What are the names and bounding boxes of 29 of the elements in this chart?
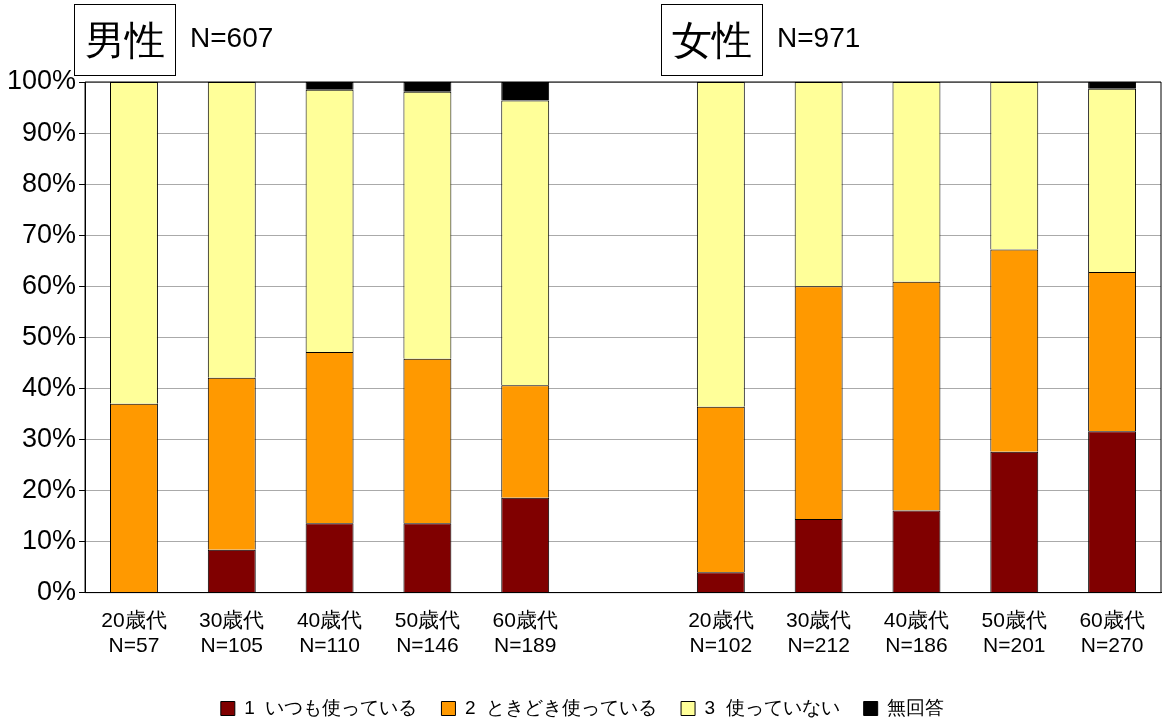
x-tick-label: 30歳代 N=212 bbox=[785, 608, 852, 657]
x-tick-label: 50歳代 N=146 bbox=[394, 608, 461, 657]
x-tick-label: 40歳代 N=186 bbox=[883, 608, 950, 657]
text: 女性 bbox=[660, 4, 763, 76]
x-tick-label: 60歳代 N=189 bbox=[492, 608, 558, 657]
y-tick-label: 20% bbox=[22, 473, 77, 504]
y-tick-label: 100% bbox=[6, 65, 77, 96]
y-tick-label: 40% bbox=[22, 371, 77, 402]
text: N=971 bbox=[777, 22, 861, 54]
y-tick-label: 50% bbox=[22, 320, 77, 351]
x-tick-label: 20歳代 N=57 bbox=[101, 608, 167, 657]
x-tick-label: 50歳代 N=201 bbox=[981, 608, 1047, 657]
y-tick-label: 70% bbox=[22, 218, 77, 249]
y-tick-label: 0% bbox=[37, 576, 77, 607]
text: 男性 bbox=[84, 17, 165, 63]
legend-label: 2 ときどき使っている bbox=[464, 696, 658, 718]
y-tick-label: 90% bbox=[22, 116, 77, 147]
legend-label: 1 いつも使っている bbox=[244, 696, 418, 718]
x-tick-label: 40歳代 N=110 bbox=[296, 608, 363, 657]
x-tick-label: 30歳代 N=105 bbox=[199, 608, 265, 657]
y-tick-label: 10% bbox=[22, 524, 77, 555]
text: N=607 bbox=[190, 22, 274, 54]
y-tick-label: 30% bbox=[22, 422, 77, 453]
y-tick-label: 80% bbox=[22, 167, 77, 198]
legend-label: 無回答 bbox=[887, 696, 945, 718]
x-tick-label: 60歳代 N=270 bbox=[1079, 608, 1145, 657]
x-tick-label: 20歳代 N=102 bbox=[688, 608, 754, 657]
y-tick-label: 60% bbox=[22, 269, 77, 300]
legend-label: 3 使っていない bbox=[704, 696, 840, 718]
